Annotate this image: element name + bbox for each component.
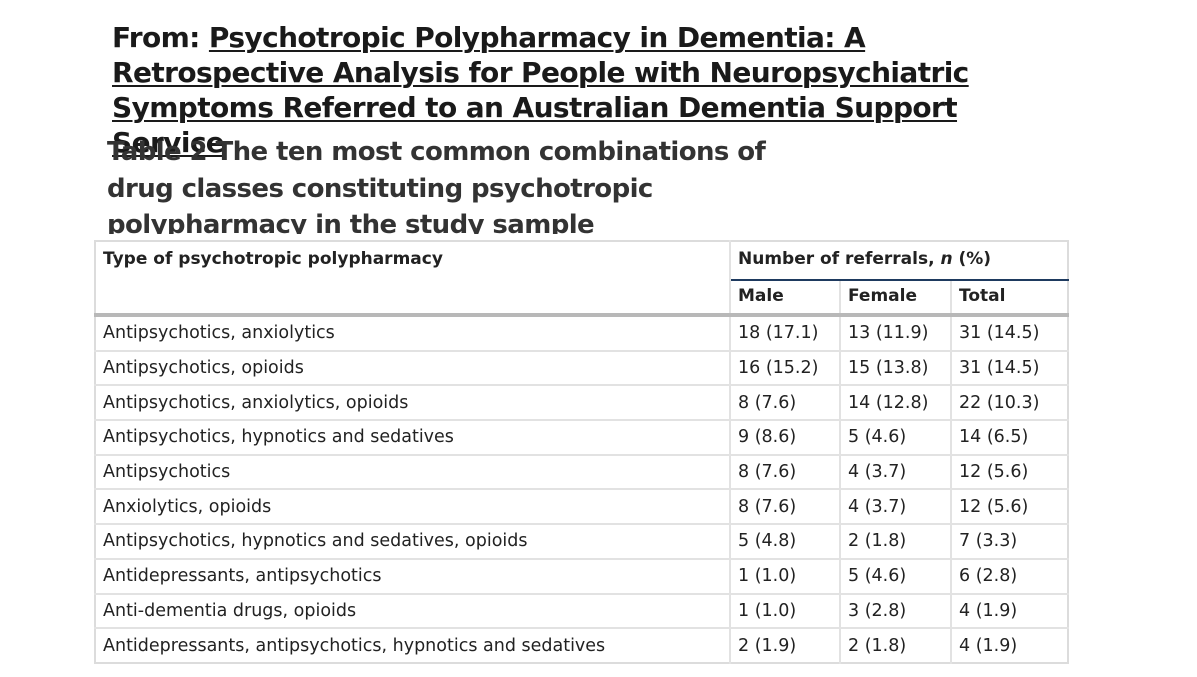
table-head: Type of psychotropic polypharmacy Number… [95, 241, 1068, 317]
source-line: From: Psychotropic Polypharmacy in Demen… [112, 20, 1072, 160]
cell-female: 14 (12.8) [840, 384, 952, 421]
cell-male: 1 (1.0) [730, 592, 841, 629]
table-caption: Table 2 The ten most common combinations… [107, 137, 766, 234]
from-label: From: [112, 21, 200, 54]
table-row: Antipsychotics, hypnotics and sedatives,… [95, 523, 1068, 559]
cell-female: 15 (13.8) [840, 349, 952, 386]
group-header-n: n [940, 249, 953, 269]
cell-type: Antipsychotics [95, 453, 731, 490]
cell-male: 9 (8.6) [730, 419, 841, 455]
header-row-sub: Male Female Total [95, 280, 1068, 317]
cell-total: 12 (5.6) [951, 453, 1068, 490]
cell-male: 1 (1.0) [730, 557, 841, 594]
cell-total: 6 (2.8) [951, 557, 1068, 594]
cell-female: 13 (11.9) [840, 315, 952, 351]
group-header-prefix: Number of referrals, [738, 249, 941, 269]
article-header: From: Psychotropic Polypharmacy in Demen… [112, 20, 1072, 160]
cell-total: 31 (14.5) [951, 349, 1068, 386]
column-header-male: Male [730, 280, 841, 317]
header-row-group: Type of psychotropic polypharmacy Number… [95, 241, 1068, 317]
polypharmacy-table: Type of psychotropic polypharmacy Number… [94, 240, 1069, 664]
cell-type: Antipsychotics, anxiolytics, opioids [95, 384, 731, 421]
cell-female: 4 (3.7) [840, 453, 952, 490]
table-row: Antidepressants, antipsychotics, hypnoti… [95, 627, 1068, 663]
column-header-type: Type of psychotropic polypharmacy [95, 241, 731, 317]
cell-total: 4 (1.9) [951, 627, 1068, 663]
table-row: Anxiolytics, opioids 8 (7.6) 4 (3.7) 12 … [95, 488, 1068, 525]
cell-total: 12 (5.6) [951, 488, 1068, 525]
cell-male: 2 (1.9) [730, 627, 841, 663]
column-header-female: Female [840, 280, 952, 317]
cell-type: Anti-dementia drugs, opioids [95, 592, 731, 629]
table-row: Antipsychotics, opioids 16 (15.2) 15 (13… [95, 349, 1068, 386]
group-header-suffix: (%) [952, 249, 992, 269]
cell-total: 14 (6.5) [951, 419, 1068, 455]
cell-type: Antipsychotics, anxiolytics [95, 315, 731, 351]
cell-type: Anxiolytics, opioids [95, 488, 731, 525]
column-group-header-referrals: Number of referrals, n (%) [730, 241, 1068, 281]
cell-type: Antipsychotics, hypnotics and sedatives,… [95, 523, 731, 559]
cell-type: Antidepressants, antipsychotics [95, 557, 731, 594]
cell-type: Antidepressants, antipsychotics, hypnoti… [95, 627, 731, 663]
cell-female: 3 (2.8) [840, 592, 952, 629]
table-caption-container: Table 2 The ten most common combinations… [107, 134, 807, 234]
article-title-link[interactable]: Psychotropic Polypharmacy in Dementia: A… [112, 21, 969, 159]
cell-male: 8 (7.6) [730, 453, 841, 490]
cell-total: 7 (3.3) [951, 523, 1068, 559]
table-row: Antipsychotics 8 (7.6) 4 (3.7) 12 (5.6) [95, 453, 1068, 490]
cell-male: 8 (7.6) [730, 488, 841, 525]
cell-total: 4 (1.9) [951, 592, 1068, 629]
data-table-container: Type of psychotropic polypharmacy Number… [94, 240, 1069, 664]
cell-male: 8 (7.6) [730, 384, 841, 421]
cell-type: Antipsychotics, hypnotics and sedatives [95, 419, 731, 455]
cell-female: 4 (3.7) [840, 488, 952, 525]
cell-female: 5 (4.6) [840, 419, 952, 455]
cell-type: Antipsychotics, opioids [95, 349, 731, 386]
cell-female: 5 (4.6) [840, 557, 952, 594]
table-row: Antipsychotics, hypnotics and sedatives … [95, 419, 1068, 455]
cell-female: 2 (1.8) [840, 627, 952, 663]
column-header-total: Total [951, 280, 1068, 317]
cell-total: 22 (10.3) [951, 384, 1068, 421]
table-row: Anti-dementia drugs, opioids 1 (1.0) 3 (… [95, 592, 1068, 629]
cell-male: 18 (17.1) [730, 315, 841, 351]
table-body: Antipsychotics, anxiolytics 18 (17.1) 13… [95, 315, 1068, 663]
cell-male: 5 (4.8) [730, 523, 841, 559]
cell-female: 2 (1.8) [840, 523, 952, 559]
table-row: Antipsychotics, anxiolytics 18 (17.1) 13… [95, 315, 1068, 351]
table-row: Antidepressants, antipsychotics 1 (1.0) … [95, 557, 1068, 594]
cell-male: 16 (15.2) [730, 349, 841, 386]
table-row: Antipsychotics, anxiolytics, opioids 8 (… [95, 384, 1068, 421]
cell-total: 31 (14.5) [959, 323, 1040, 344]
